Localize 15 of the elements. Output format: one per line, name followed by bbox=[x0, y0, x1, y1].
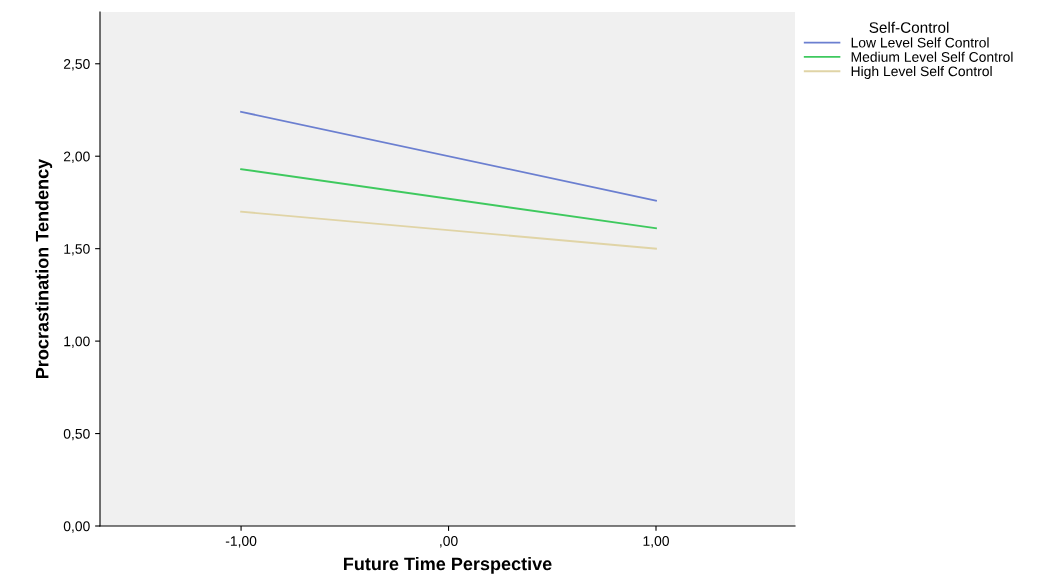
legend-title: Self-Control bbox=[869, 21, 949, 33]
x-tick-label: 1,00 bbox=[643, 536, 669, 548]
x-tick-label: ,00 bbox=[440, 536, 458, 548]
y-tick-label: 0,00 bbox=[63, 521, 90, 533]
y-axis-title: Procrastination Tendency bbox=[35, 158, 53, 378]
y-tick-label: 1,00 bbox=[64, 336, 90, 348]
x-tick-label: -1,00 bbox=[225, 536, 257, 548]
y-tick-label: 2,00 bbox=[63, 151, 90, 164]
y-tick-label: 2,50 bbox=[63, 59, 90, 71]
legend-label: High Level Self Control bbox=[851, 66, 992, 79]
legend-label: Medium Level Self Control bbox=[851, 51, 1013, 62]
legend-label: Low Level Self Control bbox=[851, 37, 989, 48]
y-tick-label: 0,50 bbox=[63, 428, 90, 441]
y-tick-label: 1,50 bbox=[64, 244, 90, 256]
x-axis-title: Future Time Perspective bbox=[344, 557, 552, 574]
